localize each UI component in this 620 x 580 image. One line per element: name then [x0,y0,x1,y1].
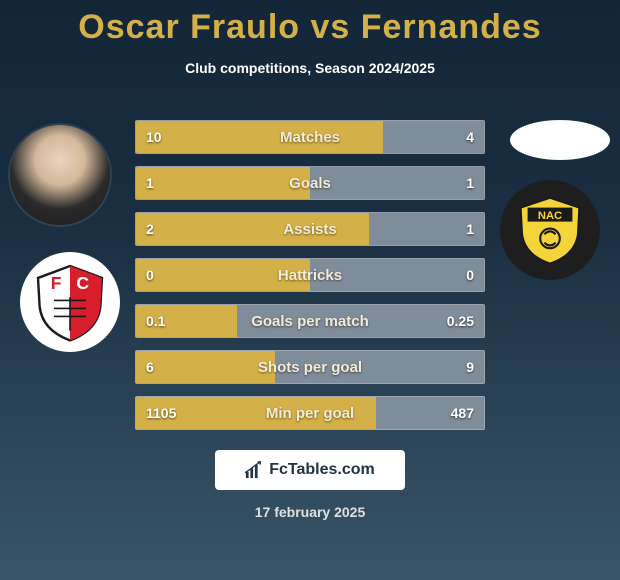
svg-text:C: C [76,273,89,293]
bar-growth-icon [245,461,263,479]
svg-text:F: F [51,273,62,293]
stat-row: Goals1 1 [135,166,485,200]
stat-label: Goals [136,167,484,199]
club-right-logo: NAC [500,180,600,280]
stat-row: Shots per goal6 9 [135,350,485,384]
stat-value-left: 2 [146,213,154,245]
stat-value-right: 4 [466,121,474,153]
stat-value-left: 0.1 [146,305,165,337]
stat-row: Min per goal1105 487 [135,396,485,430]
player-left-avatar [10,125,110,225]
stat-value-left: 1105 [146,397,176,429]
stat-label: Min per goal [136,397,484,429]
stat-value-left: 1 [146,167,154,199]
stat-label: Goals per match [136,305,484,337]
stat-value-right: 0 [466,259,474,291]
stat-value-right: 0.25 [447,305,474,337]
stat-label: Shots per goal [136,351,484,383]
stat-row: Matches10 4 [135,120,485,154]
stat-row: Goals per match0.1 0.25 [135,304,485,338]
footer-brand-badge: FcTables.com [215,450,405,490]
stat-value-right: 1 [466,213,474,245]
stat-value-right: 9 [466,351,474,383]
svg-text:NAC: NAC [538,210,562,222]
stat-value-right: 487 [451,397,474,429]
nac-shield-icon: NAC [515,195,585,265]
stat-value-left: 0 [146,259,154,291]
stat-label: Matches [136,121,484,153]
stat-row: Hattricks0 0 [135,258,485,292]
stat-value-right: 1 [466,167,474,199]
club-left-logo: F C [20,252,120,352]
stat-value-left: 6 [146,351,154,383]
page-title: Oscar Fraulo vs Fernandes [0,8,620,47]
fc-utrecht-shield-icon: F C [30,262,110,342]
stats-bars: Matches104Goals11Assists21Hattricks00Goa… [135,120,485,442]
footer-brand-text: FcTables.com [269,461,375,479]
page-subtitle: Club competitions, Season 2024/2025 [0,60,620,76]
stat-label: Assists [136,213,484,245]
stat-label: Hattricks [136,259,484,291]
player-right-avatar [510,120,610,160]
stat-row: Assists2 1 [135,212,485,246]
stat-value-left: 10 [146,121,162,153]
date-text: 17 february 2025 [0,504,620,520]
